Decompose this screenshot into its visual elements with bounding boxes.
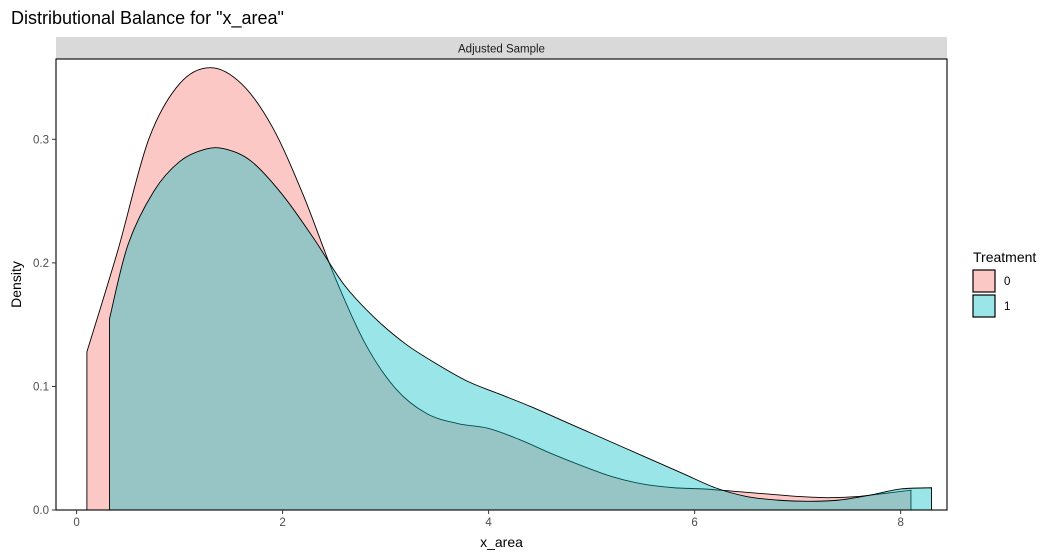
legend-key-0 [972, 269, 996, 293]
y-tick-label: 0.0 [33, 505, 49, 517]
y-axis-title: Density [8, 261, 24, 308]
legend-key-1 [972, 294, 996, 318]
x-tick-label: 6 [691, 517, 697, 529]
legend-label-1: 1 [1004, 301, 1010, 313]
y-tick-label: 0.1 [33, 381, 49, 393]
chart-title: Distributional Balance for "x_area" [11, 8, 284, 29]
facet-strip [56, 37, 947, 59]
y-tick-label: 0.3 [33, 134, 49, 146]
x-tick-label: 8 [897, 517, 903, 529]
x-tick-label: 0 [73, 517, 79, 529]
x-axis: 0 2 4 6 8 [73, 510, 904, 529]
legend-label-0: 0 [1004, 276, 1010, 288]
density-area-series-1 [109, 147, 932, 511]
x-axis-title: x_area [480, 534, 523, 550]
x-tick-label: 4 [485, 517, 492, 529]
legend-items: 01 [972, 269, 1010, 318]
y-axis: 0.0 0.1 0.2 0.3 [33, 134, 56, 517]
density-area-series-0 [86, 67, 912, 511]
facet-label: Adjusted Sample [458, 44, 545, 56]
series-layer [86, 67, 932, 511]
legend-title: Treatment [973, 249, 1036, 265]
legend: Treatment 01 [972, 249, 1036, 318]
x-tick-label: 2 [279, 517, 285, 529]
y-tick-label: 0.2 [33, 258, 49, 270]
plot-panel-border [55, 58, 948, 511]
